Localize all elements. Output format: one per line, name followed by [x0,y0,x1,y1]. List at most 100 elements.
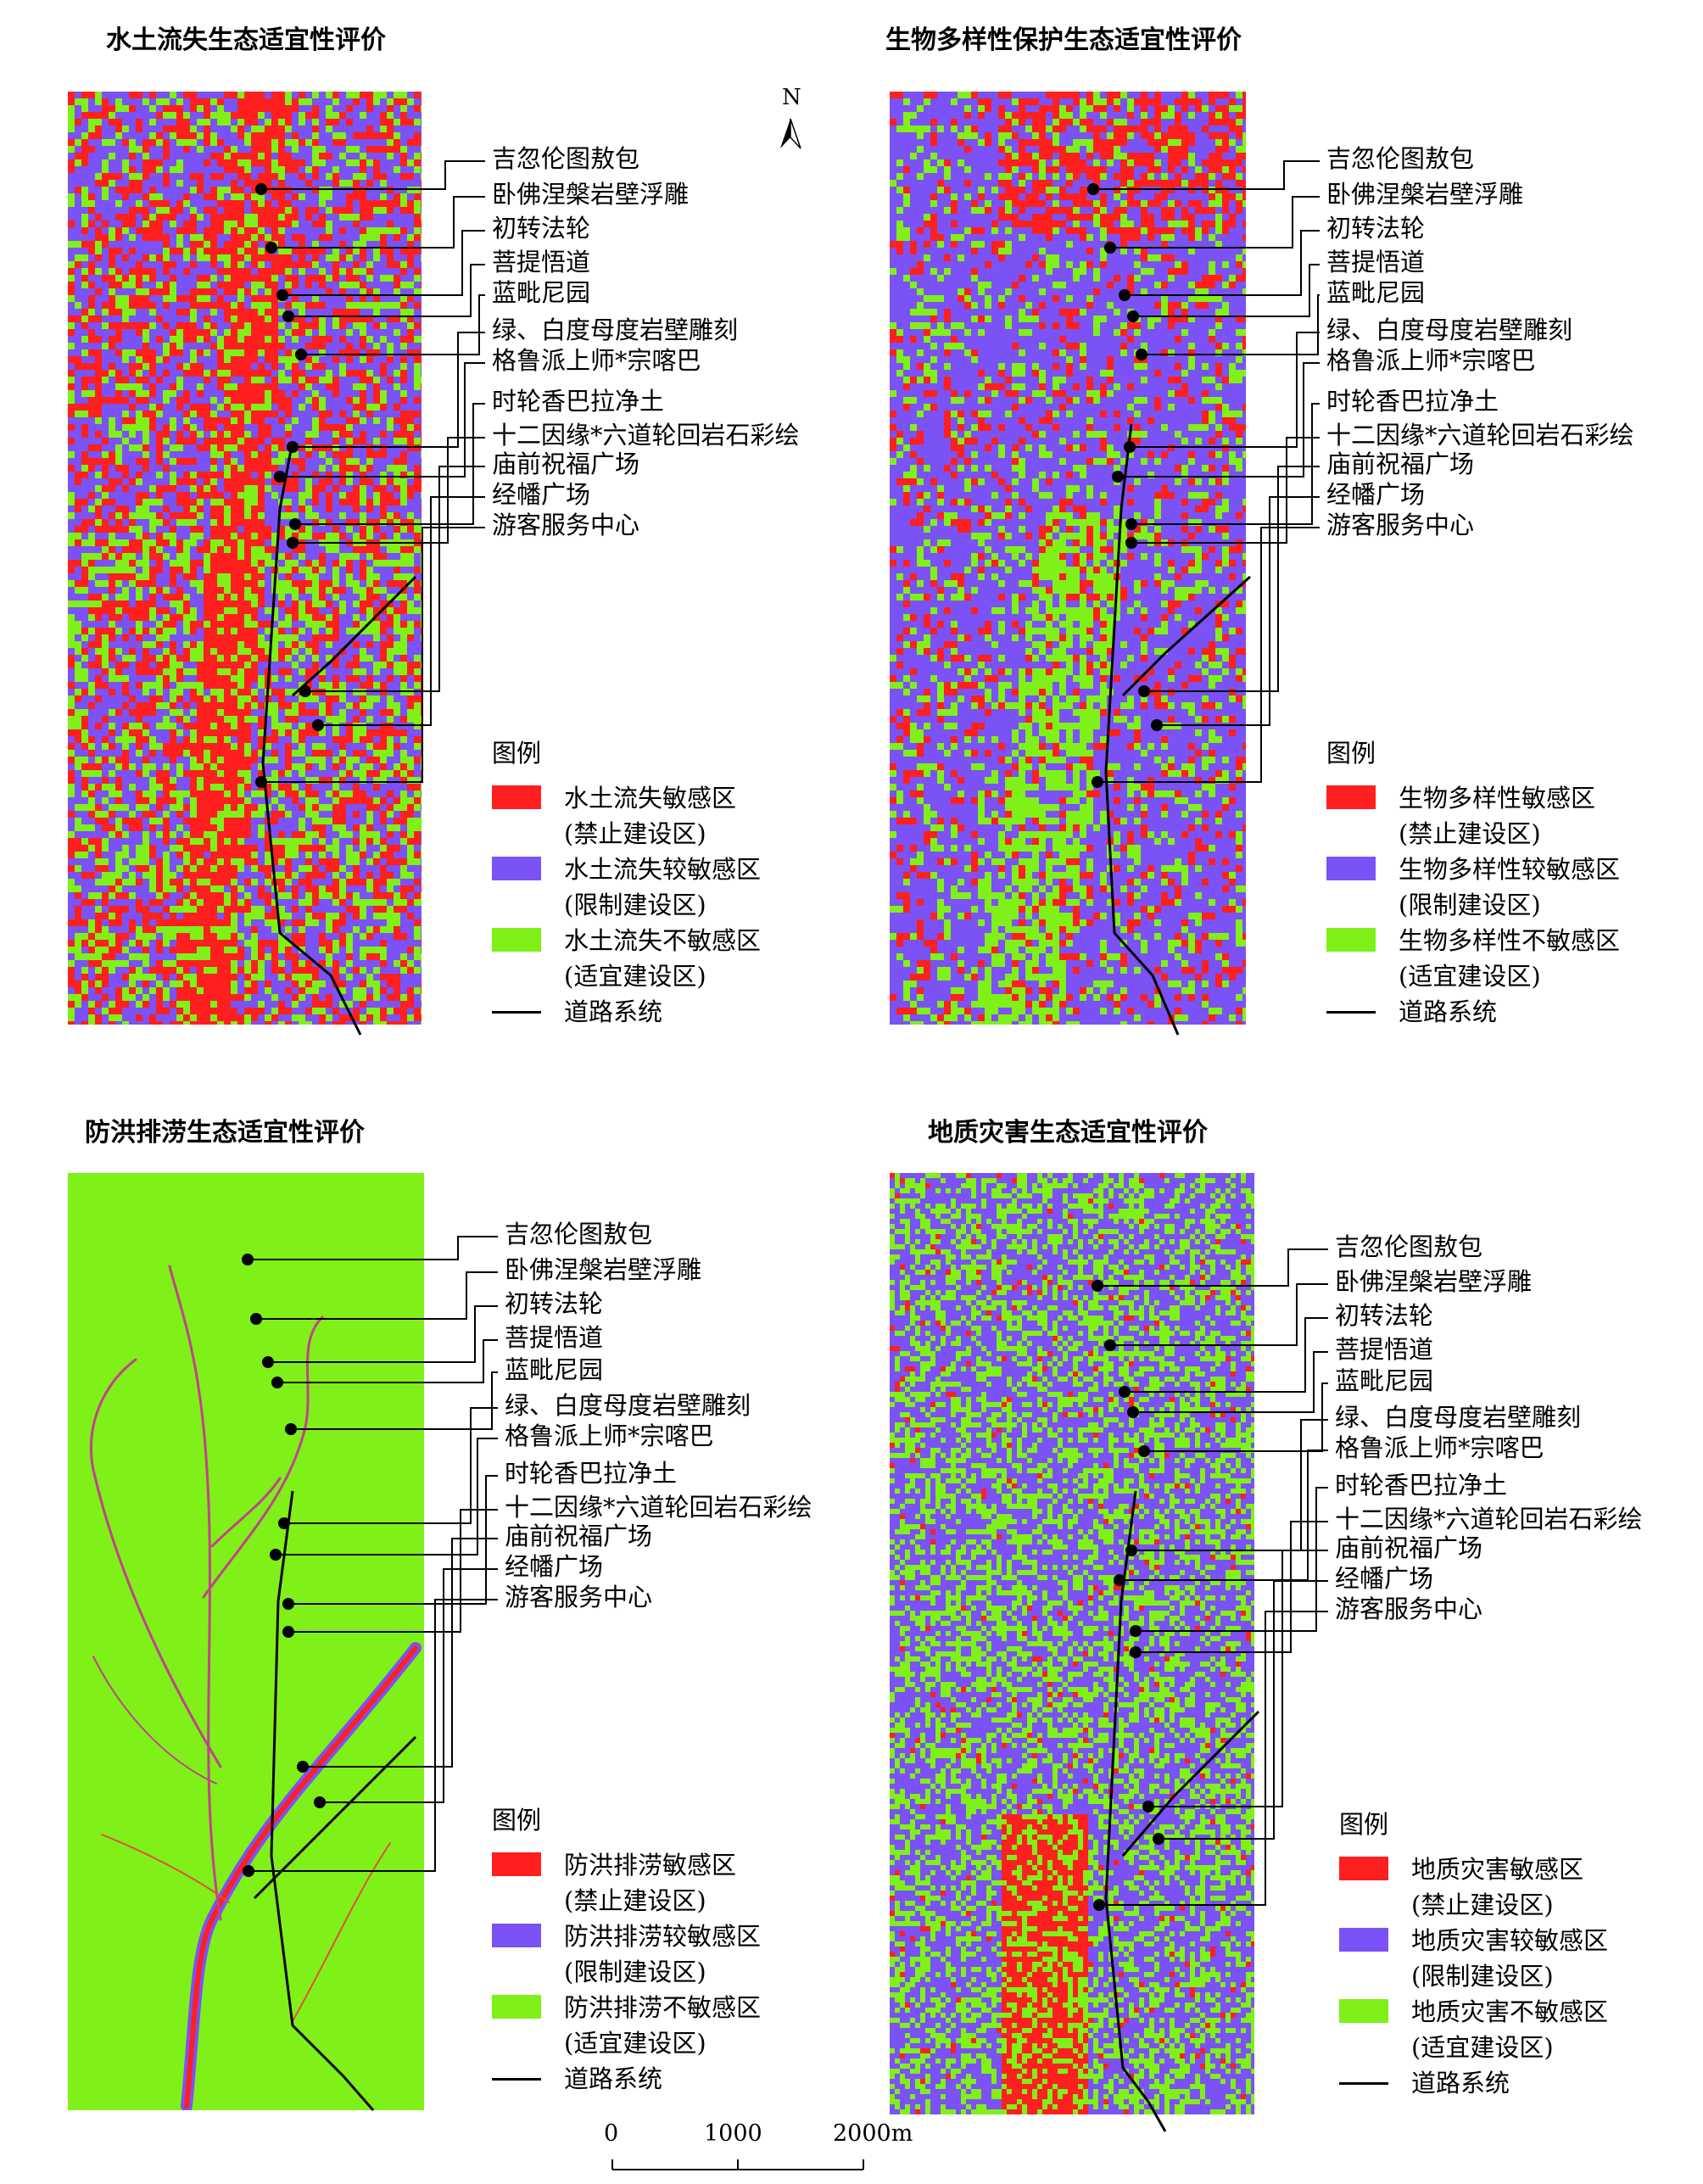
legend-sublabel: (禁止建设区) [1399,819,1541,848]
tributary [92,1656,217,1785]
leader-line [1133,264,1320,317]
stream [292,1842,391,2022]
leader-line [1097,1248,1328,1287]
leader-line [301,294,485,355]
legend-swatch [1326,785,1376,809]
site-marker [297,1761,309,1773]
leader-line [256,1271,498,1320]
site-label: 绿、白度母度岩壁雕刻 [1335,1403,1582,1432]
legend-label: 地质灾害较敏感区 [1411,1926,1609,1955]
panel-biodiversity: 生物多样性保护生态适宜性评价 吉忽伦图敖包 卧佛涅槃岩壁浮雕 初转法轮 菩提悟道 蓝毗尼… [852,0,1703,1092]
legend-swatch [492,1924,541,1947]
site-label: 卧佛涅槃岩壁浮雕 [1335,1267,1533,1296]
site-marker [1142,1801,1154,1813]
site-label: 格鲁派上师*宗喀巴 [1335,1433,1544,1462]
site-label: 游客服务中心 [505,1583,653,1611]
tributary [89,1358,222,1768]
site-label: 初转法轮 [1326,214,1426,243]
road-main [1104,1490,1167,2132]
tributary [168,1265,222,1921]
legend-road-label: 道路系统 [1411,2069,1510,2097]
site-marker [271,1377,283,1388]
site-label: 初转法轮 [505,1289,604,1318]
site-label: 绿、白度母度岩壁雕刻 [492,316,739,344]
legend-swatch [492,1852,541,1876]
legend-road-line [492,1011,541,1014]
leader-line [288,1475,498,1605]
leader-line [268,1305,498,1363]
legend-sublabel: (适宜建设区) [564,2029,706,2058]
panel-title: 防洪排涝生态适宜性评价 [85,1118,365,1148]
site-label: 菩提悟道 [1335,1335,1434,1364]
leader-line [1130,332,1320,448]
site-marker [282,310,294,322]
panel-flood: 防洪排涝生态适宜性评价 吉忽伦图敖包 卧佛涅槃岩壁浮雕 初转法轮 菩提悟道 蓝毗尼园 绿、… [0,1092,852,2184]
legend-sublabel: (限制建设区) [1411,1962,1554,1991]
site-marker [1125,518,1137,530]
leader-line [318,496,485,726]
legend-label: 生物多样性较敏感区 [1399,855,1621,884]
site-label: 十二因缘*六道轮回岩石彩绘 [492,421,800,450]
leader-line [248,1236,498,1260]
road-branch [1121,1710,1260,1857]
site-label: 庙前祝福广场 [1335,1533,1483,1562]
leader-line [280,362,485,478]
scale-bar-line [611,2159,864,2170]
site-marker [1127,310,1139,322]
legend-title: 图例 [1326,739,1376,768]
legend-sublabel: (禁止建设区) [564,1886,706,1915]
site-marker [282,1626,294,1638]
legend-sublabel: (限制建设区) [1399,891,1541,919]
leader-line [1133,1351,1328,1413]
site-label: 游客服务中心 [1335,1595,1483,1623]
legend-label: 地质灾害敏感区 [1411,1855,1584,1884]
tributary [210,1477,282,1548]
legend-swatch [1339,1857,1388,1880]
road-branch [1121,575,1252,697]
site-marker [295,349,307,360]
legend-label: 防洪排涝较敏感区 [564,1922,762,1951]
site-marker [1130,1646,1142,1658]
site-label: 绿、白度母度岩壁雕刻 [505,1391,751,1420]
site-marker [287,537,299,549]
leader-line [293,332,485,448]
legend-swatch [1339,1928,1388,1952]
site-marker [270,1549,282,1561]
site-marker [1138,685,1150,697]
leader-line [1110,1283,1328,1346]
site-label: 十二因缘*六道轮回岩石彩绘 [1326,421,1634,450]
site-marker [312,719,324,731]
leader-line [1159,1580,1328,1840]
site-marker [262,1356,274,1368]
north-arrow-icon [780,118,801,149]
leader-line [1131,1419,1328,1551]
site-label: 时轮香巴拉净土 [505,1459,678,1488]
site-marker [1153,1833,1164,1845]
site-marker [1136,349,1147,360]
leader-line [288,1509,498,1633]
site-label: 游客服务中心 [1326,511,1475,539]
leader-line [271,196,485,249]
site-label: 时轮香巴拉净土 [492,387,665,416]
site-marker [1125,537,1137,549]
leader-line [1125,230,1320,296]
site-marker [314,1796,326,1808]
legend-road-line [492,2078,541,2081]
leader-line [277,1339,498,1383]
road-branch [292,575,417,697]
site-label: 经幡广场 [505,1552,604,1581]
legend-swatch [1339,1999,1388,2023]
site-label: 庙前祝福广场 [505,1522,653,1550]
site-label: 时轮香巴拉净土 [1335,1471,1508,1500]
site-marker [243,1865,254,1877]
site-label: 时轮香巴拉净土 [1326,387,1499,416]
leader-line [295,403,485,525]
north-arrow: N [772,85,823,153]
site-label: 十二因缘*六道轮回岩石彩绘 [505,1493,812,1522]
panel-geohazard: 地质灾害生态适宜性评价 吉忽伦图敖包 卧佛涅槃岩壁浮雕 初转法轮 菩提悟道 蓝毗尼园 绿、… [852,1092,1703,2184]
site-label: 经幡广场 [1326,480,1426,509]
insensitive-zone [68,1173,424,2110]
leader-line [288,264,485,317]
site-label: 绿、白度母度岩壁雕刻 [1326,316,1573,344]
site-label: 卧佛涅槃岩壁浮雕 [505,1255,702,1284]
